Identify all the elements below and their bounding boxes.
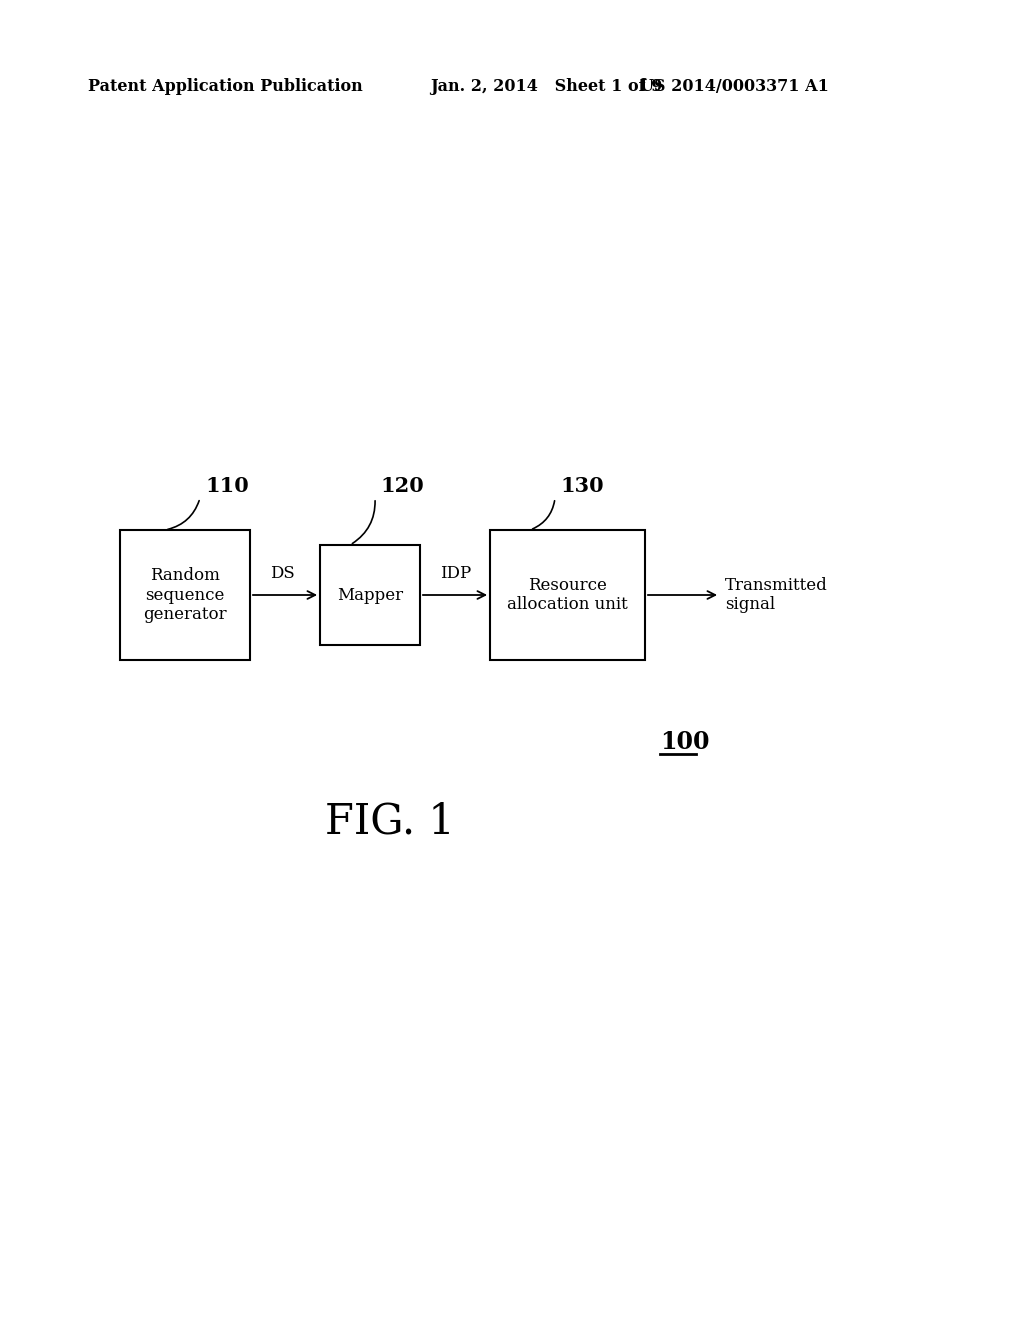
Text: Random
sequence
generator: Random sequence generator xyxy=(143,566,226,623)
Text: Jan. 2, 2014   Sheet 1 of 9: Jan. 2, 2014 Sheet 1 of 9 xyxy=(430,78,663,95)
Text: Mapper: Mapper xyxy=(337,586,403,603)
Text: Patent Application Publication: Patent Application Publication xyxy=(88,78,362,95)
Text: 100: 100 xyxy=(660,730,710,754)
Text: FIG. 1: FIG. 1 xyxy=(326,800,455,842)
Bar xyxy=(120,531,250,660)
Text: IDP: IDP xyxy=(440,565,471,582)
Text: 110: 110 xyxy=(205,477,249,496)
Text: US 2014/0003371 A1: US 2014/0003371 A1 xyxy=(640,78,828,95)
Text: Transmitted
signal: Transmitted signal xyxy=(725,577,827,614)
Text: 120: 120 xyxy=(380,477,424,496)
Text: Resource
allocation unit: Resource allocation unit xyxy=(507,577,628,614)
Bar xyxy=(319,545,420,645)
Text: DS: DS xyxy=(270,565,295,582)
Bar xyxy=(490,531,645,660)
Text: 130: 130 xyxy=(560,477,603,496)
